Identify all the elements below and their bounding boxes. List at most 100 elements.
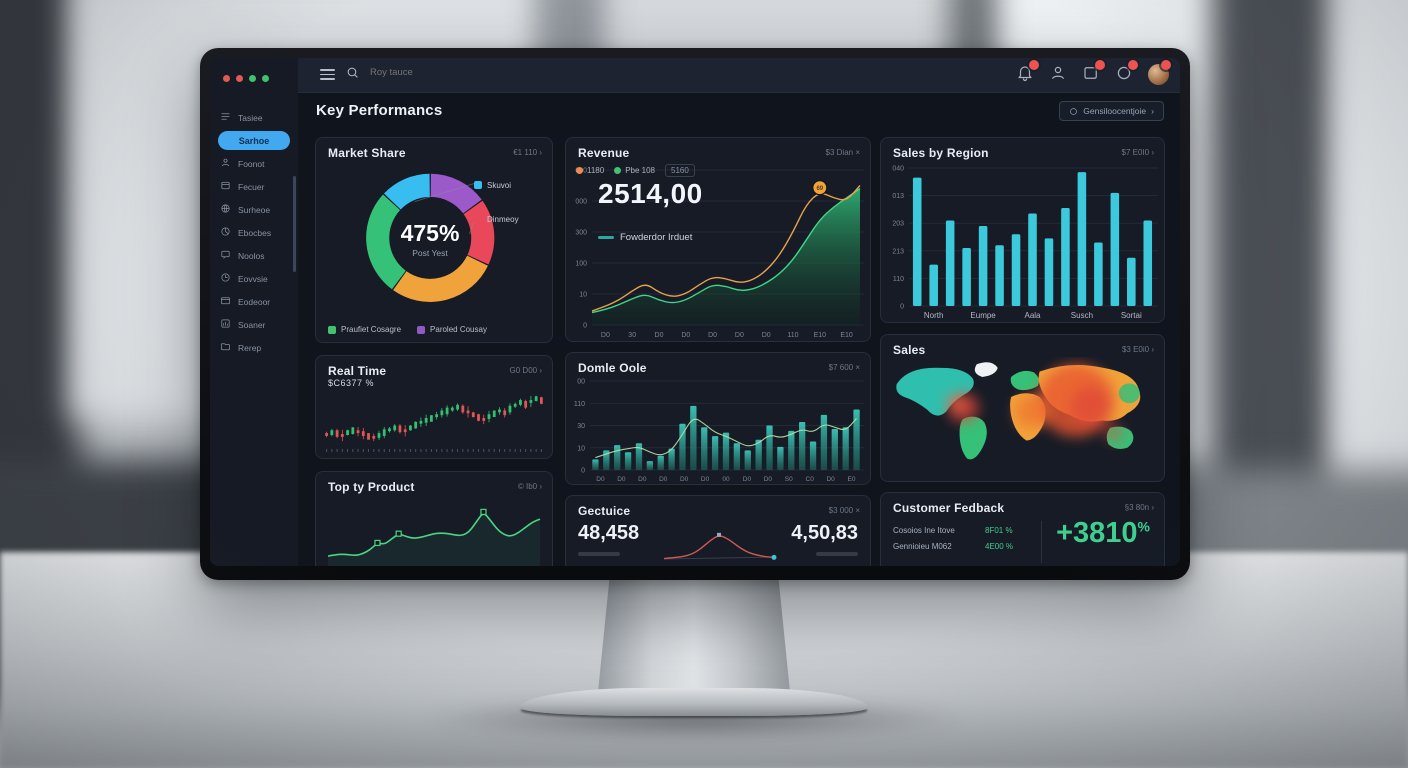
window-dot[interactable] — [262, 75, 269, 82]
svg-text:213: 213 — [892, 248, 904, 255]
card-title: Sales — [893, 343, 926, 357]
card-title: Real Time — [328, 364, 387, 378]
sidebar-item-ebocbes[interactable]: Ebocbes — [210, 221, 298, 244]
notification-bell-icon[interactable] — [1016, 60, 1039, 82]
card-action[interactable]: $7 E0I0 › — [1121, 148, 1154, 157]
box-icon — [220, 180, 231, 193]
user-icon[interactable] — [1049, 64, 1067, 82]
card-title: Revenue — [578, 146, 630, 160]
sidebar-item-label: Ebocbes — [238, 227, 272, 238]
svg-text:D0: D0 — [701, 476, 710, 483]
top-product-card: Top ty Product © Ib0 › — [315, 471, 553, 566]
sidebar-item-rerep[interactable]: Rerep — [210, 336, 298, 359]
card-action[interactable]: $3 E0i0 › — [1121, 345, 1154, 354]
sidebar-item-fecuer[interactable]: Fecuer — [210, 175, 298, 198]
svg-text:000: 000 — [575, 199, 587, 206]
legend-item: 1180 — [576, 166, 604, 175]
revenue-line-label: Fowderdor Irduet — [598, 232, 692, 243]
page-title: Key Performancs — [316, 102, 443, 119]
sidebar-item-eodeoor[interactable]: Eodeoor — [210, 290, 298, 313]
real-time-card: Real Time G0 D00 › $C6377 % — [315, 355, 553, 459]
globe-icon — [220, 203, 231, 216]
topbar-icons — [1016, 60, 1171, 85]
svg-text:Eumpe: Eumpe — [970, 311, 996, 320]
revenue-area-chart: 000000300100100D030D0D0D0D0D0110E10E1069 — [566, 162, 870, 341]
svg-text:D0: D0 — [735, 332, 744, 339]
market-share-card: Market Share €1 110 › 475% Post Yest Sku… — [315, 137, 553, 343]
svg-text:D0: D0 — [826, 476, 835, 483]
sidebar-item-label: Fecuer — [238, 181, 265, 192]
gectuice-left-value: 48,458 — [578, 522, 640, 544]
sidebar-item-surheoe[interactable]: Surheoe — [210, 198, 298, 221]
legend-item: 5160 — [665, 164, 695, 177]
notification-badge — [1161, 60, 1171, 70]
feedback-row: Cosoios Ine Itove 8F01 % — [893, 525, 1013, 535]
svg-text:69: 69 — [816, 186, 823, 192]
svg-text:040: 040 — [892, 166, 904, 173]
chat-icon — [220, 249, 231, 262]
sidebar-item-foonot[interactable]: Foonot — [210, 152, 298, 175]
svg-text:110: 110 — [574, 401, 585, 408]
svg-text:D0: D0 — [743, 476, 752, 483]
sidebar-item-sarhoe[interactable]: Sarhoe — [218, 131, 290, 150]
topbar — [298, 58, 1180, 93]
card-action[interactable]: © Ib0 › — [517, 482, 542, 491]
window-dot[interactable] — [236, 75, 243, 82]
gectuice-sparkline — [660, 518, 778, 566]
card-action[interactable]: $3 000 × — [828, 506, 860, 515]
notification-badge — [1095, 60, 1105, 70]
sidebar-scrollbar[interactable] — [293, 176, 296, 272]
card-action[interactable]: G0 D00 › — [509, 366, 542, 375]
svg-text:D0: D0 — [655, 332, 664, 339]
gectuice-right-value: 4,50,83 — [791, 522, 858, 544]
revenue-big-value: 2514,00 — [598, 178, 703, 209]
svg-text:D0: D0 — [762, 332, 771, 339]
avatar[interactable] — [1148, 60, 1171, 85]
feedback-big-value: +3810% — [1056, 517, 1150, 549]
search-icon[interactable] — [346, 66, 359, 79]
sidebar-item-label: Eovvsie — [238, 273, 268, 284]
legend-item: Paroled Cousay — [417, 325, 487, 334]
revenue-legend: 1180 Pbe 108 5160 — [576, 164, 695, 177]
card-title: Market Share — [328, 146, 406, 160]
inbox-icon[interactable] — [1082, 60, 1105, 82]
svg-text:D0: D0 — [596, 476, 605, 483]
svg-text:D0: D0 — [617, 476, 626, 483]
svg-text:30: 30 — [577, 423, 585, 430]
svg-text:100: 100 — [575, 261, 587, 268]
card-action[interactable]: €1 110 › — [513, 148, 542, 157]
sub-label-strip — [816, 552, 858, 556]
monitor-stand-base — [520, 688, 868, 716]
sidebar-item-label: Eodeoor — [238, 296, 271, 307]
sidebar-item-label: Soaner — [238, 319, 266, 330]
svg-text:10: 10 — [579, 292, 587, 299]
sidebar-item-label: Rerep — [238, 342, 262, 353]
card-action[interactable]: §3 80n › — [1124, 503, 1154, 512]
window-dot[interactable] — [223, 75, 230, 82]
page-action-button[interactable]: Gensiloocentjoie › — [1059, 101, 1164, 121]
hamburger-menu-icon[interactable] — [320, 69, 335, 83]
user-icon — [220, 157, 231, 170]
svg-text:D0: D0 — [601, 332, 610, 339]
sidebar-item-label: Noolos — [238, 250, 265, 261]
sidebar-item-noolos[interactable]: Noolos — [210, 244, 298, 267]
card-action[interactable]: $7 600 × — [828, 363, 860, 372]
donut-center-value: 475% — [400, 220, 460, 246]
card-action[interactable]: $3 Dian × — [825, 148, 860, 157]
legend-item: Pbe 108 — [614, 166, 655, 175]
svg-text:0: 0 — [581, 468, 585, 475]
sidebar-item-tasiee[interactable]: Tasiee — [210, 106, 298, 129]
search-input[interactable] — [368, 66, 482, 79]
card-title: Top ty Product — [328, 480, 415, 494]
alert-ring-icon[interactable] — [1115, 60, 1138, 82]
card-title: Gectuice — [578, 504, 631, 518]
svg-text:E10: E10 — [840, 332, 853, 339]
legend-item: Praufiet Cosagre — [328, 325, 401, 334]
donut-legend: Praufiet Cosagre Paroled Cousay — [328, 325, 487, 334]
sidebar-item-eovvsie[interactable]: Eovvsie — [210, 267, 298, 290]
window-dot[interactable] — [249, 75, 256, 82]
candlestick-chart — [322, 390, 546, 454]
sidebar-item-soaner[interactable]: Soaner — [210, 313, 298, 336]
svg-text:10: 10 — [577, 445, 585, 452]
real-time-value: $C6377 % — [328, 378, 375, 388]
